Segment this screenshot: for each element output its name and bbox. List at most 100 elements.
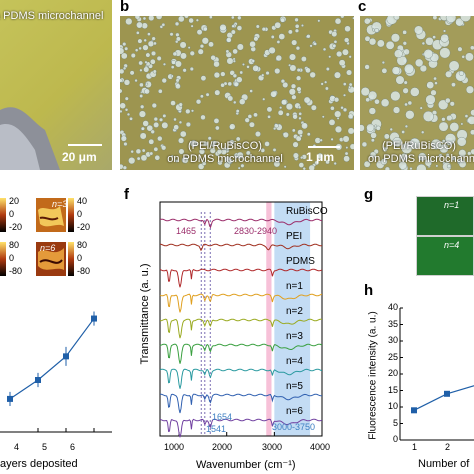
panel-f-series-label: n=5 bbox=[286, 381, 303, 392]
particle bbox=[245, 150, 251, 156]
particle bbox=[295, 45, 301, 51]
particle bbox=[340, 106, 344, 110]
particle bbox=[149, 58, 156, 65]
particle bbox=[145, 82, 149, 86]
particle bbox=[344, 25, 351, 32]
particle bbox=[142, 120, 149, 127]
afm1-tick-bot: -20 bbox=[9, 222, 23, 232]
particle bbox=[285, 103, 293, 111]
particle bbox=[330, 106, 335, 111]
particle bbox=[120, 68, 125, 75]
particle bbox=[439, 143, 449, 154]
particle bbox=[458, 149, 467, 158]
particle bbox=[287, 29, 293, 35]
particle bbox=[261, 73, 265, 77]
particle bbox=[190, 109, 195, 113]
particle bbox=[390, 33, 400, 43]
particle bbox=[266, 106, 273, 113]
particle bbox=[448, 60, 460, 72]
panel-f-series-RuBisCO bbox=[159, 218, 323, 229]
panel-letter-g: g bbox=[364, 186, 374, 203]
particle bbox=[248, 121, 255, 128]
particle bbox=[434, 81, 438, 85]
particle bbox=[438, 153, 443, 158]
panel-g-tile-1 bbox=[416, 196, 474, 236]
particle bbox=[292, 114, 298, 120]
panel-a-scalebar-label: 20 μm bbox=[62, 150, 97, 164]
panel-h-xlabel: Number of bbox=[418, 458, 470, 470]
particle bbox=[457, 46, 463, 52]
panel-e-afm: 20 0 -20 n=3 40 0 -20 80 0 -80 n=6 80 0 … bbox=[0, 196, 112, 280]
particle bbox=[401, 142, 413, 154]
particle bbox=[232, 48, 238, 55]
particle bbox=[328, 55, 332, 59]
particle bbox=[441, 139, 446, 144]
particle bbox=[365, 97, 370, 103]
panel-b-scalebar-label: 1 μm bbox=[306, 150, 335, 164]
panel-f-series-n=2 bbox=[160, 318, 323, 339]
particle bbox=[405, 110, 415, 120]
particle bbox=[313, 42, 317, 46]
particle bbox=[227, 159, 232, 165]
panel-a-scalebar bbox=[68, 144, 102, 146]
particle bbox=[244, 117, 250, 123]
particle bbox=[227, 81, 233, 87]
particle bbox=[122, 42, 127, 47]
particle bbox=[189, 66, 194, 72]
particle bbox=[255, 24, 260, 29]
particle bbox=[147, 32, 151, 36]
particle bbox=[280, 79, 286, 84]
particle bbox=[342, 48, 349, 56]
panel-f-series-label: n=6 bbox=[286, 406, 303, 417]
afm1-rtick-top: 40 bbox=[77, 196, 88, 206]
particle bbox=[334, 125, 343, 133]
panel-h-ytick-label: 15 bbox=[387, 384, 398, 395]
panel-letter-c: c bbox=[358, 0, 367, 15]
particle bbox=[214, 89, 221, 96]
particle bbox=[134, 48, 139, 52]
panel-h-xtick-1: 1 bbox=[412, 442, 418, 452]
particle bbox=[324, 86, 329, 91]
particle bbox=[369, 151, 377, 159]
particle bbox=[129, 70, 135, 76]
particle bbox=[187, 46, 191, 50]
particle bbox=[380, 98, 390, 108]
particle bbox=[242, 63, 245, 66]
panel-g-tiles: n=1 n=4 bbox=[416, 196, 474, 276]
particle bbox=[383, 133, 390, 140]
particle bbox=[294, 28, 300, 33]
particle bbox=[200, 75, 207, 82]
particle bbox=[201, 161, 207, 166]
particle bbox=[153, 146, 159, 152]
particle bbox=[249, 40, 256, 48]
particle bbox=[310, 104, 317, 111]
particle bbox=[138, 110, 146, 118]
particle bbox=[423, 49, 434, 59]
panel-f-ylabel: Transmittance (a. u.) bbox=[139, 263, 151, 365]
particle bbox=[175, 32, 180, 37]
particle bbox=[267, 115, 271, 119]
panel-h-point bbox=[411, 407, 417, 414]
particle bbox=[445, 97, 451, 104]
particle bbox=[421, 130, 425, 134]
particle bbox=[338, 59, 346, 67]
particle bbox=[170, 100, 176, 106]
particle bbox=[233, 81, 239, 87]
particle bbox=[175, 78, 180, 83]
particle bbox=[161, 121, 169, 129]
particle bbox=[181, 156, 189, 164]
particle bbox=[419, 64, 427, 73]
particle bbox=[255, 131, 261, 137]
panel-b-caption-line1: (PEI/RuBisCO) bbox=[188, 140, 262, 152]
panel-g-tile-1-label: n=1 bbox=[444, 200, 460, 210]
particle bbox=[141, 148, 146, 153]
particle bbox=[456, 136, 467, 147]
particle bbox=[140, 126, 145, 131]
particle bbox=[334, 110, 342, 118]
particle bbox=[268, 159, 273, 163]
particle bbox=[236, 151, 244, 159]
particle bbox=[189, 50, 195, 56]
particle bbox=[470, 109, 474, 116]
particle bbox=[345, 146, 349, 150]
particle bbox=[253, 36, 259, 42]
